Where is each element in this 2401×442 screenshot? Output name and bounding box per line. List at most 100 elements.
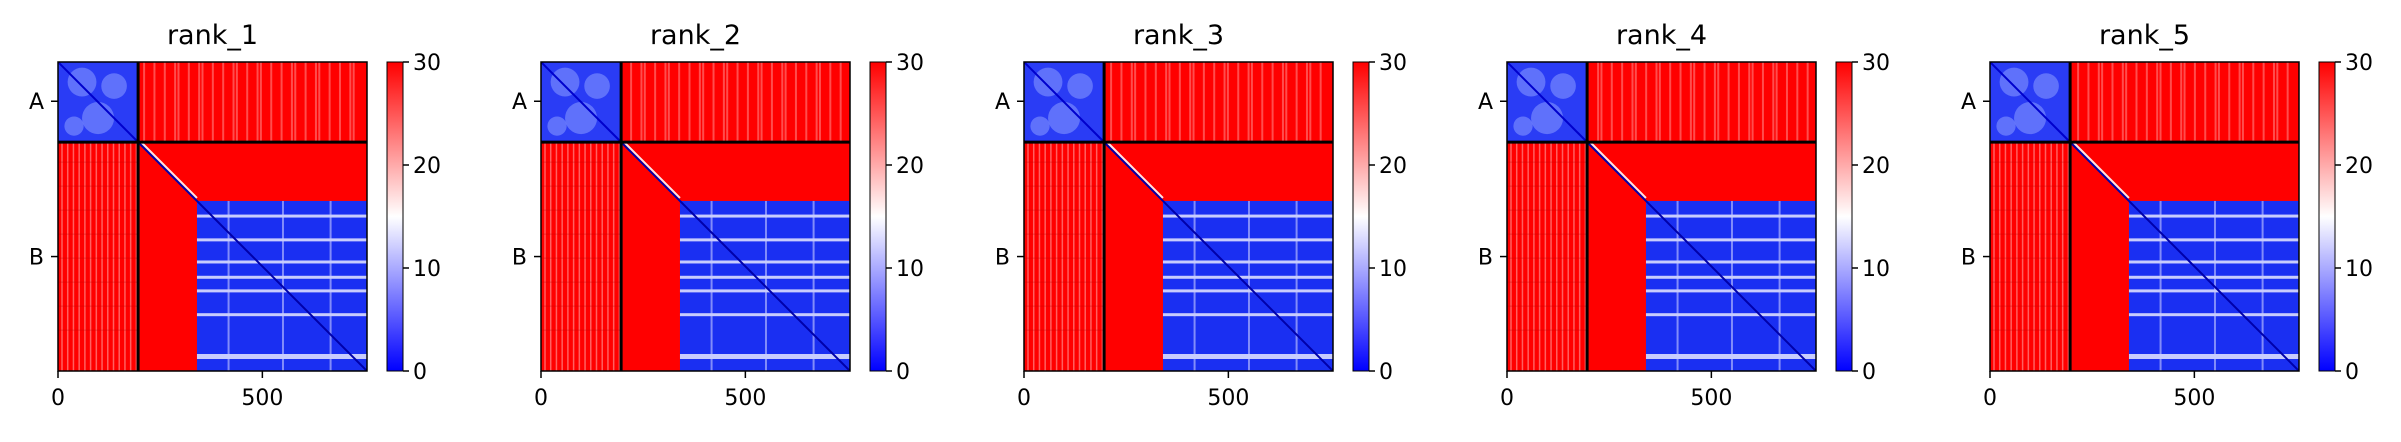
colorbar-tick-label: 10 bbox=[413, 257, 441, 282]
chain-a-diagonal bbox=[58, 62, 139, 143]
colorbar-tick-label: 20 bbox=[1379, 154, 1407, 179]
colorbar-tick-label: 30 bbox=[896, 51, 924, 76]
domain-vstripe bbox=[2261, 200, 2264, 371]
domain-vstripe bbox=[710, 200, 713, 371]
diagonal-halo bbox=[1588, 140, 1647, 199]
axes-frame bbox=[540, 61, 851, 372]
chain-a-texture bbox=[584, 73, 610, 99]
heatmap-panel-1: rank_1 0 500 A B 0 10 20 30 bbox=[29, 20, 441, 411]
panel-title: rank_1 bbox=[167, 20, 258, 51]
x-tick-label: 0 bbox=[534, 386, 548, 411]
chain-b-diagonal bbox=[1586, 141, 1816, 371]
domain-vstripe bbox=[1676, 200, 1679, 371]
colorbar-tick-label: 10 bbox=[1862, 257, 1890, 282]
panel-title: rank_4 bbox=[1616, 20, 1707, 51]
colorbar-frame bbox=[1835, 61, 1853, 372]
colorbar-tick-label: 20 bbox=[896, 154, 924, 179]
chain-a-texture bbox=[1996, 116, 2016, 136]
x-tick-label: 500 bbox=[724, 386, 766, 411]
chain-b-diagonal bbox=[2069, 141, 2299, 371]
colorbar-tick-label: 20 bbox=[1862, 154, 1890, 179]
domain-vstripe bbox=[1778, 200, 1781, 371]
x-tick-label: 0 bbox=[51, 386, 65, 411]
diagonal-halo bbox=[2071, 140, 2130, 199]
colorbar-tick-label: 0 bbox=[2345, 360, 2359, 385]
colorbar-tick-label: 30 bbox=[1379, 51, 1407, 76]
colorbar bbox=[387, 62, 403, 371]
chain-a-texture bbox=[67, 67, 97, 97]
pae-matrix bbox=[541, 62, 850, 371]
chain-a-texture bbox=[101, 73, 127, 99]
axes-frame bbox=[1023, 61, 1334, 372]
colorbar bbox=[2319, 62, 2335, 371]
chain-a-texture bbox=[1531, 102, 1564, 135]
pae-matrix bbox=[58, 62, 367, 371]
heatmap-panel-3: rank_3 0 500 A B 0 10 20 30 bbox=[995, 20, 1407, 411]
y-tick-label: B bbox=[512, 246, 527, 271]
colorbar bbox=[1353, 62, 1369, 371]
colorbar-tick-label: 0 bbox=[1379, 360, 1393, 385]
colorbar-frame bbox=[2318, 61, 2336, 372]
x-tick-label: 0 bbox=[1500, 386, 1514, 411]
colorbar-tick-label: 20 bbox=[413, 154, 441, 179]
panel-title: rank_2 bbox=[650, 20, 741, 51]
chain-a-texture bbox=[1550, 73, 1576, 99]
domain-vstripe bbox=[812, 200, 815, 371]
chain-a-diagonal bbox=[1990, 62, 2071, 143]
axes-frame bbox=[57, 61, 368, 372]
x-tick-label: 500 bbox=[1690, 386, 1732, 411]
y-tick-label: A bbox=[1961, 90, 1976, 115]
x-tick-label: 0 bbox=[1983, 386, 1997, 411]
y-tick-label: B bbox=[1961, 246, 1976, 271]
chain-b-diagonal bbox=[1103, 141, 1333, 371]
domain-vstripe bbox=[227, 200, 230, 371]
y-tick-label: B bbox=[29, 246, 44, 271]
chain-a-texture bbox=[1067, 73, 1093, 99]
colorbar-tick-label: 0 bbox=[413, 360, 427, 385]
y-tick-label: A bbox=[995, 90, 1010, 115]
colorbar-frame bbox=[386, 61, 404, 372]
chain-a-texture bbox=[1033, 67, 1063, 97]
colorbar bbox=[1836, 62, 1852, 371]
heatmap-panel-2: rank_2 0 500 A B 0 10 20 30 bbox=[512, 20, 924, 411]
chain-a-diagonal bbox=[1507, 62, 1588, 143]
colorbar-tick-label: 10 bbox=[2345, 257, 2373, 282]
y-tick-label: B bbox=[995, 246, 1010, 271]
colorbar-frame bbox=[1352, 61, 1370, 372]
heatmap-panel-4: rank_4 0 500 A B 0 10 20 30 bbox=[1478, 20, 1890, 411]
y-tick-label: B bbox=[1478, 246, 1493, 271]
axes-frame bbox=[1989, 61, 2300, 372]
x-tick-label: 500 bbox=[1207, 386, 1249, 411]
pae-matrix bbox=[1024, 62, 1333, 371]
colorbar-tick-label: 30 bbox=[413, 51, 441, 76]
colorbar-tick-label: 30 bbox=[2345, 51, 2373, 76]
chain-a-texture bbox=[1030, 116, 1050, 136]
pae-matrix bbox=[1990, 62, 2299, 371]
colorbar-tick-label: 10 bbox=[1379, 257, 1407, 282]
colorbar-tick-label: 0 bbox=[1862, 360, 1876, 385]
x-tick-label: 0 bbox=[1017, 386, 1031, 411]
domain-vstripe bbox=[1193, 200, 1196, 371]
chain-b-diagonal bbox=[620, 141, 850, 371]
panel-title: rank_3 bbox=[1133, 20, 1224, 51]
diagonal-halo bbox=[1105, 140, 1164, 199]
chain-a-texture bbox=[565, 102, 598, 135]
chain-a-texture bbox=[64, 116, 84, 136]
colorbar-tick-label: 30 bbox=[1862, 51, 1890, 76]
colorbar-tick-label: 20 bbox=[2345, 154, 2373, 179]
heatmap-panel-5: rank_5 0 500 A B 0 10 20 30 bbox=[1961, 20, 2373, 411]
colorbar bbox=[870, 62, 886, 371]
chain-a-diagonal bbox=[541, 62, 622, 143]
colorbar-tick-label: 0 bbox=[896, 360, 910, 385]
y-tick-label: A bbox=[29, 90, 44, 115]
x-tick-label: 500 bbox=[2173, 386, 2215, 411]
chain-a-texture bbox=[2014, 102, 2047, 135]
chain-a-texture bbox=[2033, 73, 2059, 99]
axes-frame bbox=[1506, 61, 1817, 372]
domain-vstripe bbox=[1295, 200, 1298, 371]
colorbar-tick-label: 10 bbox=[896, 257, 924, 282]
y-tick-label: A bbox=[512, 90, 527, 115]
chain-a-diagonal bbox=[1024, 62, 1105, 143]
